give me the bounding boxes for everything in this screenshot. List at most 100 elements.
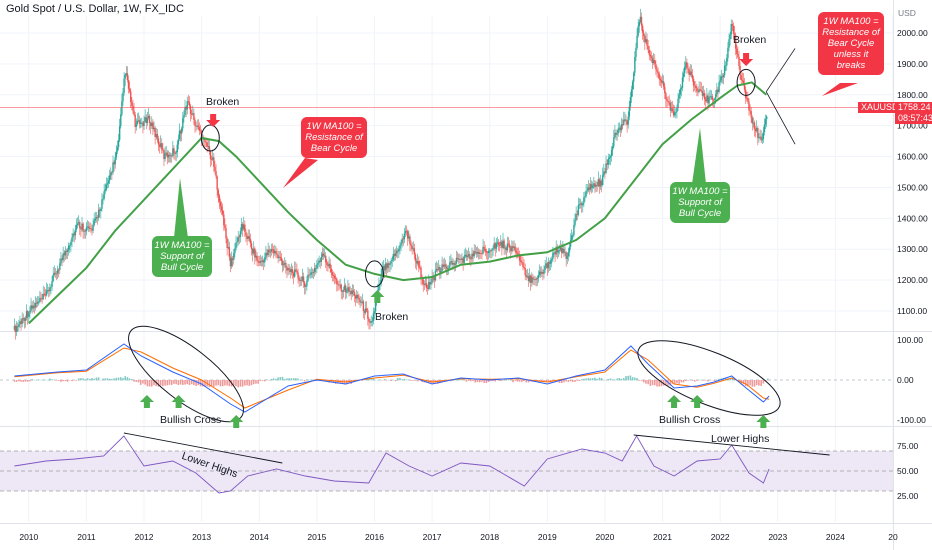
macd-hist-bar <box>215 380 217 386</box>
candle-body <box>22 318 24 319</box>
candle-body <box>700 90 703 92</box>
candle-body <box>240 224 243 232</box>
candle-body <box>520 260 522 263</box>
candle-body <box>313 267 316 273</box>
candle-body <box>366 308 368 311</box>
macd-hist-bar <box>106 378 109 381</box>
candle-body <box>19 321 21 325</box>
candle-body <box>609 156 612 158</box>
candle-body <box>321 253 324 257</box>
candle-body <box>389 263 391 265</box>
macd-hist-bar <box>201 380 204 387</box>
macd-hist-bar <box>649 380 652 387</box>
candle-body <box>688 69 690 75</box>
candle-body <box>305 286 307 287</box>
candle-body <box>695 86 697 89</box>
candle-body <box>454 263 457 265</box>
candle-body <box>13 325 16 330</box>
macd-hist-bar <box>111 378 113 381</box>
candle-body <box>551 259 553 261</box>
candle-body <box>325 255 327 263</box>
candle-body <box>74 229 77 236</box>
bullish-cross-arrow <box>690 395 705 408</box>
candle-body <box>410 244 412 246</box>
candle-body <box>435 268 438 271</box>
candle-body <box>703 93 706 100</box>
chart-title: Gold Spot / U.S. Dollar, 1W, FX_IDC <box>6 3 184 15</box>
candle-body <box>117 140 120 148</box>
macd-hist-bar <box>62 380 64 382</box>
candle-body <box>95 217 98 219</box>
macd-hist-bar <box>401 379 403 381</box>
candle-body <box>496 242 499 244</box>
macd-hist-bar <box>523 380 525 382</box>
price-tick-label: 1400.00 <box>897 213 928 223</box>
candle-body <box>148 115 151 123</box>
candle-body <box>161 143 163 150</box>
candle-body <box>104 189 106 192</box>
candle-body <box>294 269 296 277</box>
candle-body <box>221 210 224 215</box>
macd-hist-bar <box>716 379 718 381</box>
macd-hist-bar <box>656 380 658 387</box>
callout-line: 1W MA100 = <box>154 240 210 251</box>
candle-body <box>371 320 373 322</box>
candle-body <box>15 326 18 332</box>
candle-body <box>277 254 279 258</box>
candle-body <box>234 248 236 254</box>
candle-body <box>579 203 582 205</box>
candle-body <box>727 47 729 59</box>
macd-hist-bar <box>306 379 308 381</box>
macd-hist-bar <box>122 377 124 381</box>
callout-line: Bear Cycle <box>310 143 358 154</box>
candle-body <box>70 241 72 245</box>
macd-hist-bar <box>558 380 561 383</box>
candle-body <box>61 258 63 261</box>
macd-hist-bar <box>268 380 271 381</box>
macd-hist-bar <box>742 380 745 385</box>
macd-hist-bar <box>77 378 80 381</box>
candle-body <box>578 204 581 206</box>
candle-body <box>589 184 592 190</box>
candle-body <box>732 25 735 34</box>
candle-body <box>561 247 563 253</box>
candle-body <box>741 79 744 81</box>
candle-body <box>362 301 365 312</box>
macd-hist-bar <box>399 377 401 381</box>
macd-hist-bar <box>696 380 698 381</box>
candle-body <box>633 72 635 82</box>
macd-hist-bar <box>738 380 740 381</box>
candle-body <box>350 291 352 295</box>
candle-body <box>677 98 679 108</box>
macd-hist-bar <box>60 380 62 382</box>
macd-hist-bar <box>226 380 228 386</box>
candle-body <box>335 278 337 280</box>
candle-body <box>566 256 568 259</box>
candle-body <box>740 75 742 80</box>
candle-body <box>351 290 354 295</box>
candle-body <box>501 241 503 248</box>
candle-body <box>115 151 118 158</box>
macd-hist-bar <box>702 380 705 381</box>
year-tick-label: 2019 <box>538 532 557 542</box>
candle-body <box>24 318 27 321</box>
candle-body <box>315 267 317 269</box>
candle-body <box>288 268 290 270</box>
candle-body <box>419 267 421 269</box>
candle-body <box>636 35 638 49</box>
macd-hist-bar <box>452 380 454 381</box>
macd-hist-bar <box>108 378 111 381</box>
candle-body <box>617 128 619 134</box>
candle-body <box>286 267 288 271</box>
macd-hist-bar <box>490 380 492 381</box>
candle-body <box>83 230 85 232</box>
year-tick-label: 2016 <box>365 532 384 542</box>
macd-signal-line <box>14 347 770 409</box>
candles <box>13 8 768 340</box>
candle-body <box>310 272 313 275</box>
candle-body <box>317 262 319 265</box>
candle-body <box>415 261 418 264</box>
candle-body <box>557 250 560 253</box>
candle-body <box>297 272 299 278</box>
